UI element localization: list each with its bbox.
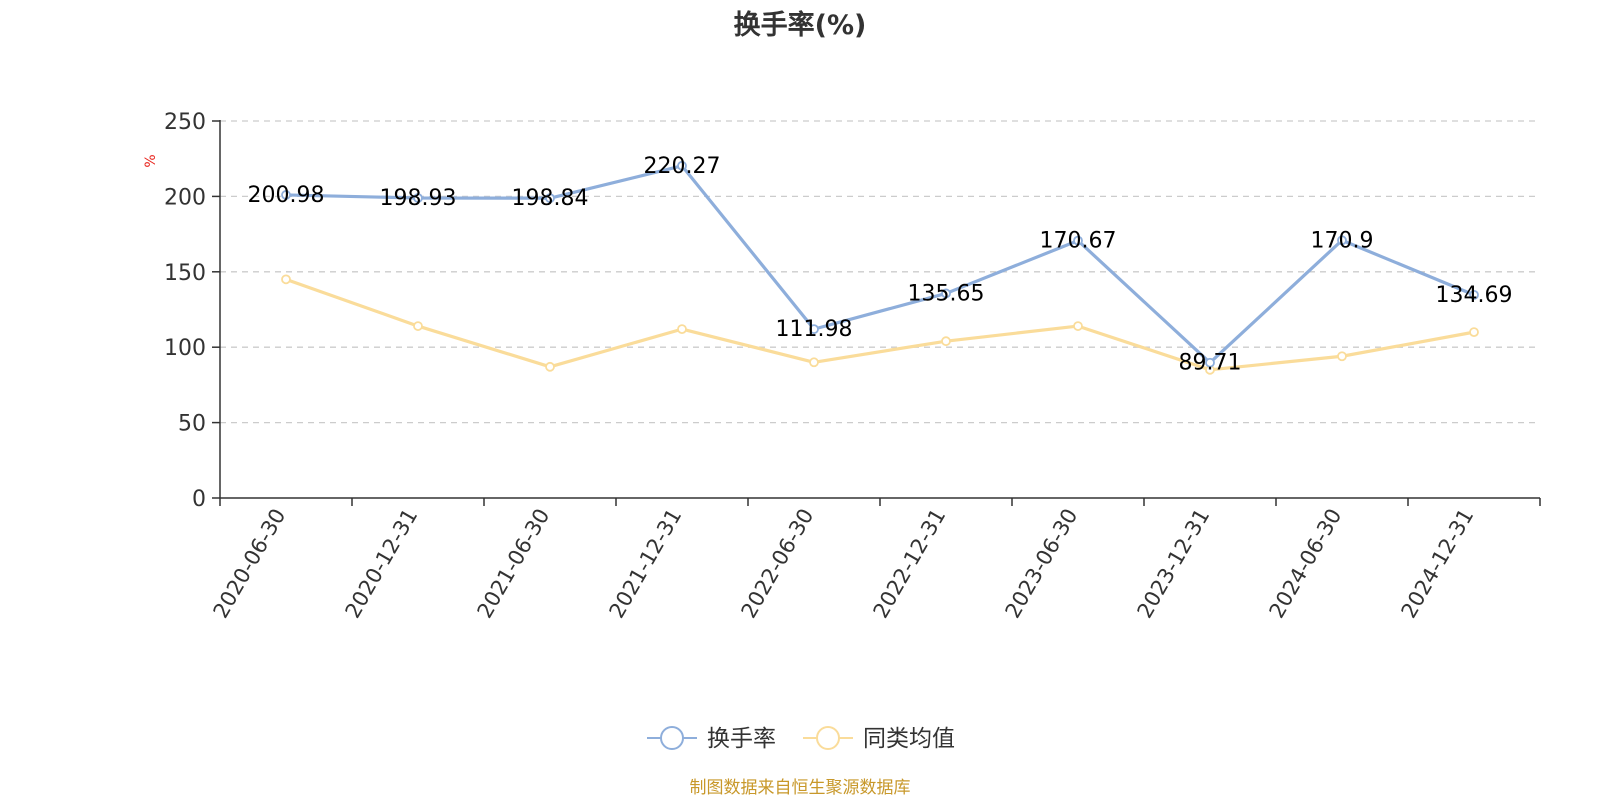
y-tick-label: 200 <box>164 185 206 210</box>
data-point <box>413 193 423 203</box>
data-labels: 200.98 198.93 198.84 220.27 111.98 135.65 170.… <box>248 154 1513 376</box>
data-point <box>545 361 555 372</box>
y-tick-label: 250 <box>164 110 206 135</box>
legend: 换手率 同类均值 <box>647 726 955 752</box>
legend-label: 换手率 <box>707 726 776 752</box>
y-axis-unit-label: % <box>143 154 159 167</box>
series-line-0 <box>285 164 1475 365</box>
x-tick-label: 2021-12-31 <box>605 505 687 623</box>
y-tick-label: 100 <box>164 336 206 361</box>
chart-title: 换手率(%) <box>734 9 867 41</box>
data-point <box>281 190 291 200</box>
x-tick-label: 2020-12-31 <box>341 505 423 623</box>
x-tick-label: 2024-12-31 <box>1397 505 1479 623</box>
data-label: 134.69 <box>1436 283 1513 308</box>
data-point <box>941 288 951 299</box>
data-label: 89.71 <box>1179 351 1242 376</box>
data-label: 170.9 <box>1311 228 1374 253</box>
data-point <box>1469 289 1479 300</box>
data-point <box>545 193 555 204</box>
y-tick-label: 50 <box>178 412 206 437</box>
data-point <box>677 160 687 171</box>
series-layer <box>281 160 1479 375</box>
data-label: 198.84 <box>512 186 589 211</box>
data-point <box>677 324 687 335</box>
x-tick-label: 2021-06-30 <box>473 505 555 623</box>
x-tick-label: 2023-12-31 <box>1133 505 1215 623</box>
y-tick-label: 0 <box>192 487 206 512</box>
series-line-1 <box>285 277 1475 372</box>
legend-item-1[interactable]: 同类均值 <box>803 726 955 752</box>
x-tick-label: 2022-12-31 <box>869 505 951 623</box>
data-point <box>1337 351 1347 362</box>
y-tick-label: 150 <box>164 261 206 286</box>
data-point <box>1073 321 1083 331</box>
x-tick-label: 2022-06-30 <box>737 505 819 623</box>
data-label: 200.98 <box>248 183 325 208</box>
data-point <box>1469 327 1479 338</box>
x-axis: 2020-06-30 2020-12-31 2021-06-30 2021-12-31… <box>209 497 1541 623</box>
data-label: 220.27 <box>644 154 721 179</box>
data-point <box>941 336 951 347</box>
data-point <box>1337 235 1347 246</box>
data-point <box>413 321 423 331</box>
x-tick-label: 2023-06-30 <box>1001 505 1083 623</box>
data-point <box>809 324 819 335</box>
data-point <box>1205 357 1215 368</box>
data-point <box>1073 235 1083 246</box>
data-source-note: 制图数据来自恒生聚源数据库 <box>690 778 911 798</box>
data-label: 170.67 <box>1040 229 1117 254</box>
data-label: 111.98 <box>776 317 853 342</box>
data-label: 135.65 <box>908 281 985 306</box>
legend-marker-icon <box>660 726 684 750</box>
y-axis: 0 50 100 150 200 250 <box>164 110 221 512</box>
legend-item-0[interactable]: 换手率 <box>647 726 776 752</box>
grid-lines <box>220 120 1540 424</box>
data-point <box>809 357 819 368</box>
data-label: 198.93 <box>380 186 457 211</box>
x-tick-label: 2020-06-30 <box>209 505 291 623</box>
data-point <box>281 274 291 285</box>
legend-marker-icon <box>816 726 840 750</box>
x-tick-label: 2024-06-30 <box>1265 505 1347 623</box>
legend-label: 同类均值 <box>863 726 955 752</box>
